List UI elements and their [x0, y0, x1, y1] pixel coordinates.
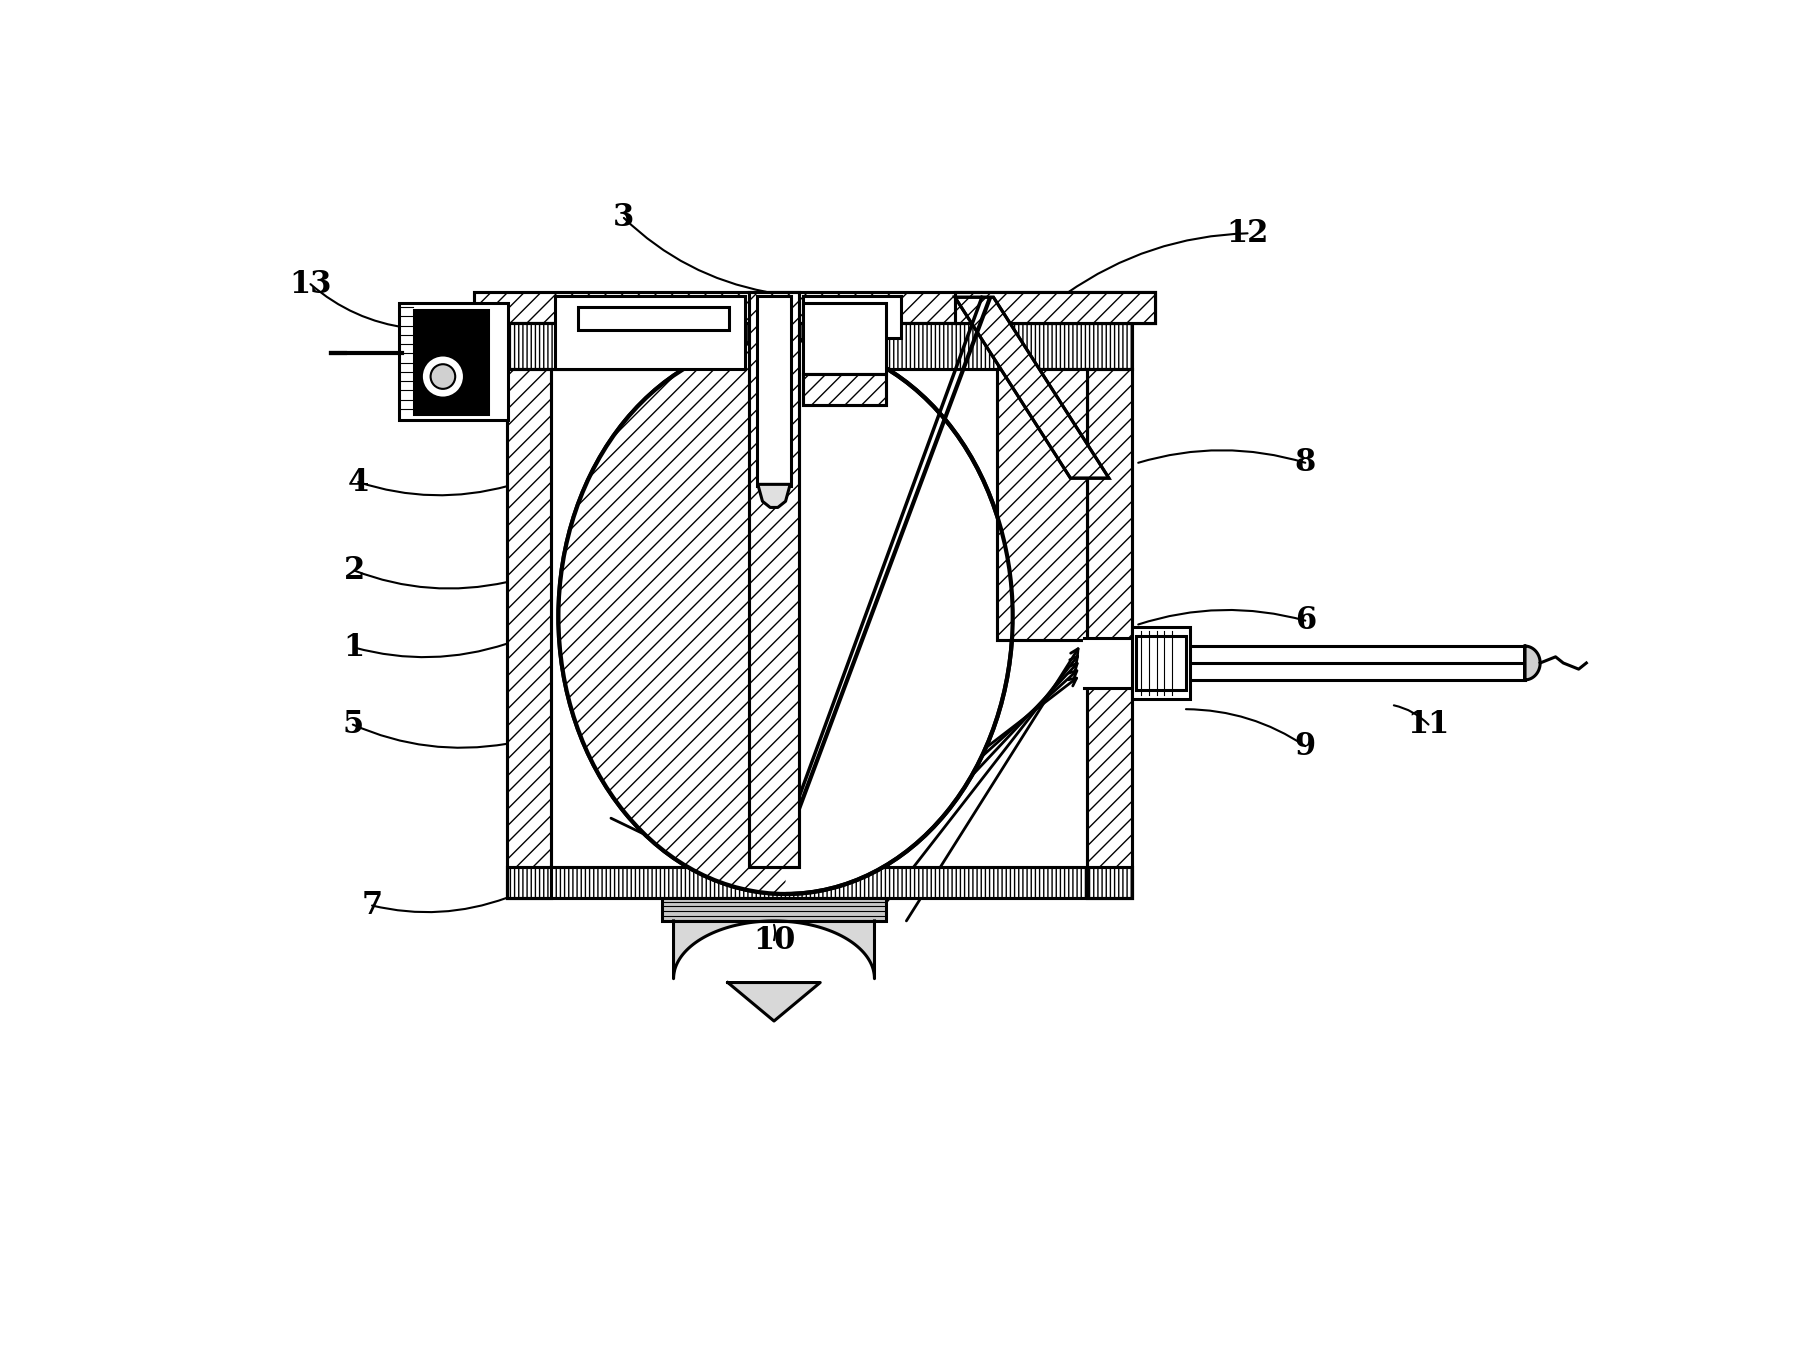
Bar: [399, 303, 508, 421]
Bar: [415, 310, 488, 414]
Bar: [508, 867, 1131, 898]
Bar: [803, 374, 887, 405]
Circle shape: [421, 355, 464, 398]
Ellipse shape: [558, 340, 1013, 894]
Text: 7: 7: [361, 890, 383, 921]
Bar: [473, 292, 1155, 322]
Polygon shape: [558, 340, 785, 894]
Bar: [758, 295, 790, 486]
Text: 11: 11: [1407, 709, 1450, 741]
Bar: [555, 295, 745, 368]
Text: 1: 1: [344, 632, 364, 663]
Bar: [508, 867, 1131, 898]
Bar: [803, 374, 887, 405]
Bar: [749, 292, 800, 867]
Polygon shape: [955, 298, 1110, 478]
Bar: [578, 307, 729, 330]
Text: 3: 3: [613, 202, 635, 233]
Bar: [1084, 638, 1131, 688]
Bar: [1131, 627, 1189, 699]
Text: 5: 5: [343, 709, 363, 741]
Text: 8: 8: [1294, 447, 1316, 478]
Bar: [508, 368, 551, 898]
Text: 4: 4: [348, 467, 368, 497]
Bar: [955, 292, 1155, 322]
Bar: [508, 322, 1131, 368]
Polygon shape: [673, 921, 874, 979]
Bar: [803, 303, 887, 374]
Text: 10: 10: [752, 925, 796, 956]
Polygon shape: [1525, 646, 1541, 680]
Bar: [473, 292, 1155, 322]
Bar: [508, 322, 1131, 368]
Bar: [955, 292, 1155, 322]
Bar: [997, 368, 1088, 640]
Text: 13: 13: [290, 268, 332, 299]
Text: 2: 2: [344, 555, 364, 586]
Bar: [662, 898, 887, 921]
Circle shape: [431, 364, 455, 389]
Polygon shape: [727, 983, 819, 1021]
Polygon shape: [758, 485, 790, 508]
Bar: [1088, 368, 1131, 898]
Text: 12: 12: [1226, 218, 1269, 249]
Polygon shape: [435, 313, 486, 359]
Bar: [1088, 368, 1131, 898]
Text: 9: 9: [1294, 731, 1316, 762]
Bar: [749, 292, 800, 867]
Bar: [803, 295, 901, 338]
Bar: [997, 368, 1088, 640]
Text: 6: 6: [1294, 605, 1316, 636]
Bar: [1137, 636, 1186, 691]
Bar: [508, 368, 551, 898]
